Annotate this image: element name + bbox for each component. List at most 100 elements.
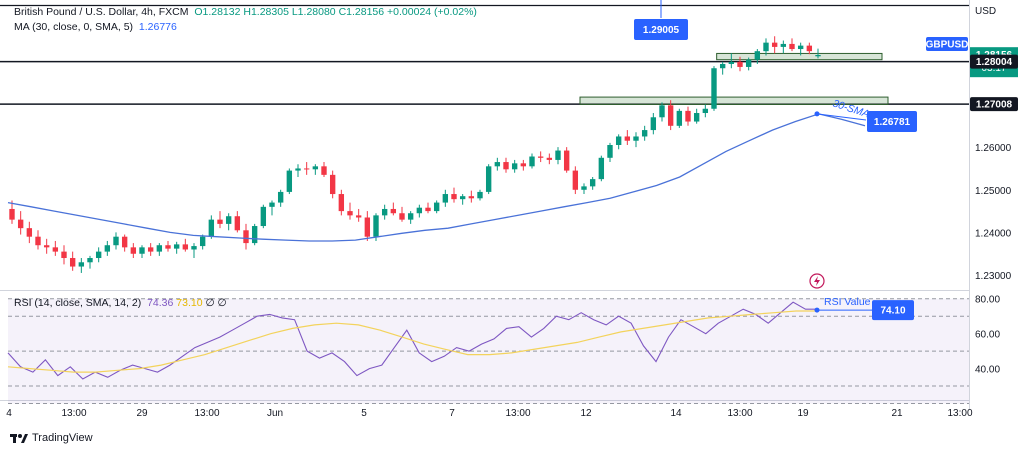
legend-change: +0.00024 (+0.02%) [387,6,477,18]
rsi-callout-text: 74.10 [880,306,905,317]
time-tick-label: 5 [361,408,367,419]
candle-body [442,194,449,203]
time-tick-label: 12 [580,408,592,419]
legend-rsi[interactable]: RSI (14, close, SMA, 14, 2) 74.36 73.10 … [14,297,227,309]
time-tick-label: Jun [267,408,283,419]
candle-body [364,217,371,237]
candle-body [737,61,743,67]
time-tick-label: 13:00 [505,408,530,419]
candle-body [693,113,700,122]
level-2-tag-text: 1.27008 [976,100,1013,111]
price-tick-label: 1.23000 [975,271,1012,282]
candle-body [641,130,648,137]
candle-body [789,43,795,50]
time-tick-label: 19 [797,408,809,419]
candle-body [355,215,362,218]
level-2-tag-bg [970,97,1018,112]
candle-body [373,215,379,237]
candle-body [763,42,769,52]
candle-body [615,136,622,145]
candle-body [61,251,67,259]
candle-body [260,206,267,227]
candle-body [199,236,206,247]
rsi-callout-bg [872,300,914,321]
time-tick-label: 13:00 [61,408,86,419]
legend-ma[interactable]: MA (30, close, 0, SMA, 5) 1.26776 [14,21,177,33]
candle-body [251,226,258,244]
symbol-tag-text: GBPUSD [926,40,969,51]
candle-body [173,244,180,249]
rsi-tick-label: 80.00 [975,295,1000,306]
symbol-tag-bg [926,37,968,51]
candle-body [217,219,223,224]
candle-body [572,170,579,190]
candle-body [312,166,319,170]
candle-body [711,68,717,109]
candle-body [399,213,405,220]
level-1-tag-bg [970,54,1018,69]
candle-body [381,208,388,216]
candle-body [95,251,102,259]
sma-callout: 1.26781 [867,111,917,132]
candle-body [633,136,639,141]
zone-upper [716,52,883,61]
legend-high: H1.28305 [243,6,289,18]
legend-open: O1.28132 [194,6,241,18]
candle-body [416,207,423,214]
currency-label: USD [975,6,996,17]
candle-body [485,166,492,192]
time-tick-label: 21 [891,408,903,419]
candle-body [69,258,76,267]
candle-body [797,45,804,50]
candle-body [815,55,821,57]
candle-body [26,228,33,237]
candle-body [191,246,197,250]
candle-body [477,191,483,199]
candle-body [165,245,171,249]
candle-body [234,216,241,231]
candle-body [269,202,275,207]
candle-body [17,219,24,229]
time-tick-label: 13:00 [947,408,972,419]
sma-callout-bg [867,111,917,132]
brand-name: TradingView [32,432,93,444]
candle-body [520,163,527,167]
legend-title: British Pound / U.S. Dollar, 4h, FXCM [14,6,189,18]
candle-body [581,186,587,190]
symbol-tag: GBPUSD [926,37,969,51]
candle-body [771,42,778,47]
rsi-label: RSI (14, close, SMA, 14, 2) [14,297,142,309]
legend-close: C1.28156 [338,6,385,18]
sma-callout-text: 1.26781 [874,117,911,128]
candle-body [277,191,284,203]
candle-body [468,196,475,199]
rsi-ma-line [7,310,818,373]
lightning-icon-bolt [814,276,820,286]
candle-body [329,174,336,195]
candle-body [9,208,15,220]
candle-body [139,247,145,254]
candle-body [728,61,735,64]
candle-body [667,105,674,126]
level-1-tag-text: 1.28004 [976,57,1013,68]
tradingview-logo-icon [10,433,28,443]
candle-body [243,230,249,244]
tradingview-brand[interactable]: TradingView [10,432,93,444]
ma-30-line [7,113,866,242]
candle-body [685,110,691,122]
candle-body [390,208,397,214]
candle-body [303,168,310,170]
level-1-tag: 1.28004 [970,54,1018,69]
rsi-tick-label: 60.00 [975,330,1000,341]
candle-body [451,194,457,200]
candle-body [607,145,613,158]
candle-body [624,136,631,141]
candle-body [719,63,726,69]
candle-body [529,156,535,167]
top-level-callout-bg [634,19,688,40]
candle-body [433,202,440,212]
candle-body [225,216,232,224]
time-tick-label: 7 [449,408,455,419]
candle-body [459,196,466,200]
